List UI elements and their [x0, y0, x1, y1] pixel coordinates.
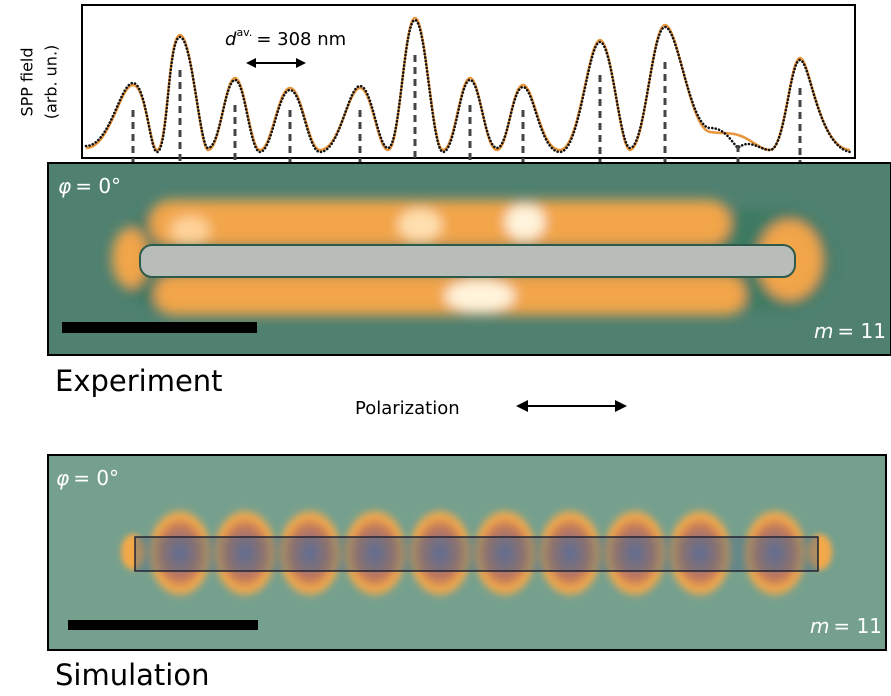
symbol: φ: [56, 466, 69, 490]
field-pattern: [121, 507, 832, 599]
superscript: av.: [236, 26, 252, 39]
value: = 0°: [75, 174, 121, 198]
value: = 0°: [73, 466, 119, 490]
y-label: (arb. un.): [42, 45, 61, 120]
simulation-image: φ = 0° m = 11: [47, 454, 887, 651]
symbol: φ: [58, 174, 71, 198]
value: = 11: [833, 614, 882, 638]
angle-label: φ = 0°: [56, 466, 119, 490]
scale-bar: [62, 322, 257, 333]
symbol: d: [225, 29, 237, 50]
caption: Simulation: [55, 658, 209, 692]
scale-bar: [68, 620, 258, 630]
value: = 11: [837, 319, 886, 343]
angle-label: φ = 0°: [58, 174, 121, 198]
polarization-label: Polarization: [355, 398, 460, 419]
symbol: m: [810, 614, 829, 638]
rod: [134, 536, 819, 572]
mode-label: m = 11: [814, 319, 886, 343]
rod: [139, 244, 796, 278]
symbol: m: [814, 319, 833, 343]
y-label: SPP field: [18, 47, 37, 116]
spacing-arrow: [246, 58, 306, 68]
caption: Experiment: [55, 364, 223, 398]
polarization-arrow: [516, 400, 627, 412]
spacing-label: dav. = 308 nm: [225, 26, 346, 50]
value: = 308 nm: [256, 29, 346, 50]
measured-curve: [84, 18, 852, 154]
experiment-image: φ = 0° m = 11: [47, 162, 891, 356]
mode-label: m = 11: [810, 614, 882, 638]
